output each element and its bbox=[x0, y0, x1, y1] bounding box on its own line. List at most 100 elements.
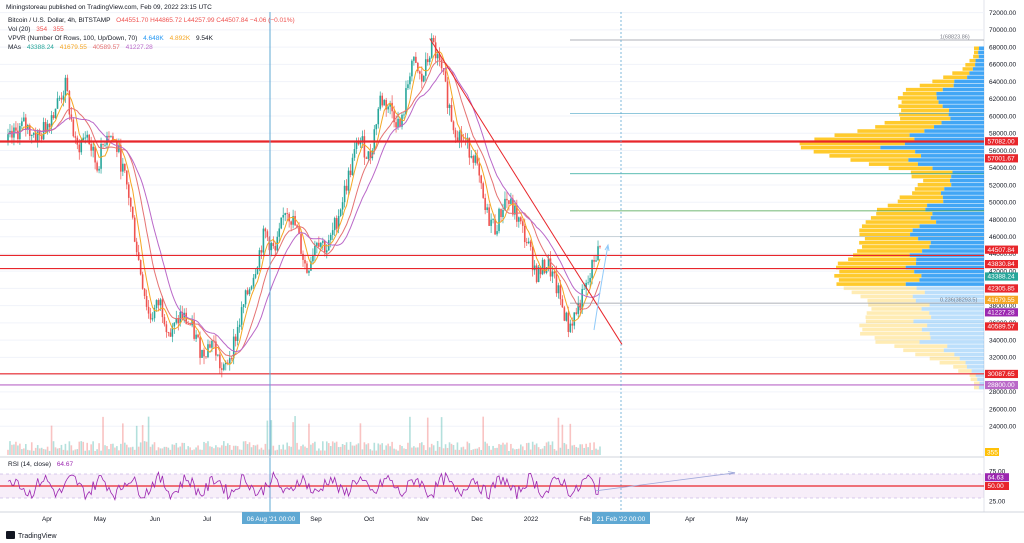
candle-body bbox=[116, 141, 118, 152]
candle-body bbox=[274, 246, 277, 251]
candle-body bbox=[426, 59, 429, 63]
volume-bar bbox=[217, 447, 219, 455]
volume-bar bbox=[25, 444, 27, 455]
volume-bar bbox=[88, 450, 90, 455]
volume-bar bbox=[450, 443, 453, 455]
candle-body bbox=[345, 185, 348, 191]
volume-bar bbox=[417, 447, 419, 455]
volume-bar bbox=[54, 447, 57, 455]
price-tag bbox=[985, 322, 1018, 331]
time-axis: Apr May Jun Jul 06 Aug '21 00:00 Sep Oct Nov Dec… bbox=[42, 512, 749, 524]
price-tag-label: 43830.84 bbox=[988, 261, 1015, 268]
volume-bar bbox=[82, 441, 85, 455]
price-tag bbox=[985, 284, 1018, 293]
volume-bar bbox=[171, 444, 174, 455]
candle-body bbox=[389, 102, 391, 107]
volume-bar bbox=[50, 425, 53, 455]
ma-line bbox=[7, 60, 601, 357]
candle-body bbox=[193, 320, 195, 339]
candle-body bbox=[15, 127, 17, 131]
vp-up-bar bbox=[947, 344, 984, 348]
volume-bar bbox=[7, 449, 9, 455]
candle-body bbox=[153, 308, 156, 319]
vp-up-bar bbox=[969, 71, 984, 75]
vp-up-bar bbox=[921, 274, 984, 278]
volume-bar bbox=[28, 450, 31, 455]
volume-bar bbox=[175, 442, 178, 455]
candle-body bbox=[17, 130, 19, 140]
candle-body bbox=[34, 132, 37, 141]
volume-profile bbox=[799, 46, 984, 390]
volume-bar bbox=[318, 448, 320, 455]
volume-bar bbox=[442, 448, 445, 455]
candle-body bbox=[446, 81, 449, 108]
candle-body bbox=[155, 300, 158, 309]
volume-bar bbox=[68, 441, 71, 455]
candle-body bbox=[266, 231, 269, 238]
rsi-tick-label: 75.00 bbox=[989, 468, 1006, 475]
candle-body bbox=[264, 228, 267, 232]
candle-body bbox=[577, 303, 580, 314]
volume-bar bbox=[147, 416, 150, 455]
candle-body bbox=[466, 137, 469, 143]
y-tick-label: 70000.00 bbox=[989, 27, 1016, 34]
vp-down-bar bbox=[958, 369, 972, 373]
candle-body bbox=[94, 146, 96, 163]
candle-body bbox=[419, 71, 421, 74]
volume-bar bbox=[143, 441, 146, 455]
candle-body bbox=[355, 140, 358, 150]
vp-down-bar bbox=[857, 249, 923, 253]
price-tag bbox=[985, 137, 1018, 146]
vp-down-bar bbox=[862, 245, 930, 249]
candle-body bbox=[44, 122, 47, 133]
volume-bar bbox=[314, 441, 316, 455]
vp-down-bar bbox=[898, 104, 943, 109]
candle-body bbox=[482, 183, 484, 198]
volume-bar bbox=[294, 416, 296, 455]
candle-body bbox=[240, 307, 243, 325]
volume-bar bbox=[466, 441, 469, 455]
volume-bar bbox=[533, 444, 536, 455]
volume-bar bbox=[256, 444, 259, 455]
candle-body bbox=[66, 77, 69, 92]
vp-up-bar bbox=[971, 369, 984, 373]
volume-bar bbox=[514, 449, 516, 455]
volume-bar bbox=[573, 444, 576, 455]
vp-up-bar bbox=[919, 340, 984, 344]
vp-down-bar bbox=[903, 348, 944, 353]
vp-down-bar bbox=[813, 149, 916, 154]
volume-bar bbox=[512, 448, 514, 455]
projection-arrow bbox=[593, 244, 609, 331]
candle-body bbox=[159, 299, 162, 306]
volume-bar bbox=[36, 445, 39, 455]
volume-bar bbox=[131, 446, 134, 455]
candle-body bbox=[516, 205, 518, 222]
candle-body bbox=[74, 136, 77, 138]
candle-body bbox=[270, 243, 273, 251]
candle-body bbox=[512, 198, 514, 215]
vp-down-bar bbox=[899, 195, 943, 200]
y-tick-label: 42000.00 bbox=[989, 268, 1016, 275]
volume-bar bbox=[185, 449, 187, 455]
vp-down-bar bbox=[865, 319, 914, 324]
candle-body bbox=[403, 114, 405, 116]
vp-up-bar bbox=[978, 54, 984, 59]
vp-up-bar bbox=[954, 79, 984, 84]
volume-bar bbox=[240, 449, 243, 455]
vp-up-bar bbox=[948, 112, 984, 117]
candle-body bbox=[488, 207, 490, 226]
volume-bar bbox=[193, 449, 195, 455]
y-tick-label: 68000.00 bbox=[989, 44, 1016, 51]
drawings bbox=[269, 12, 623, 512]
candle-body bbox=[335, 218, 338, 229]
x-tick-label: 06 Aug '21 00:00 bbox=[247, 516, 296, 523]
candle-body bbox=[50, 115, 53, 128]
vp-up-bar bbox=[914, 269, 984, 274]
volume-bar bbox=[266, 420, 269, 455]
volume-bar bbox=[331, 441, 334, 455]
volume-bar bbox=[195, 447, 197, 455]
candle-body bbox=[7, 134, 9, 142]
volume-bar bbox=[339, 446, 342, 455]
candle-body bbox=[191, 320, 193, 326]
